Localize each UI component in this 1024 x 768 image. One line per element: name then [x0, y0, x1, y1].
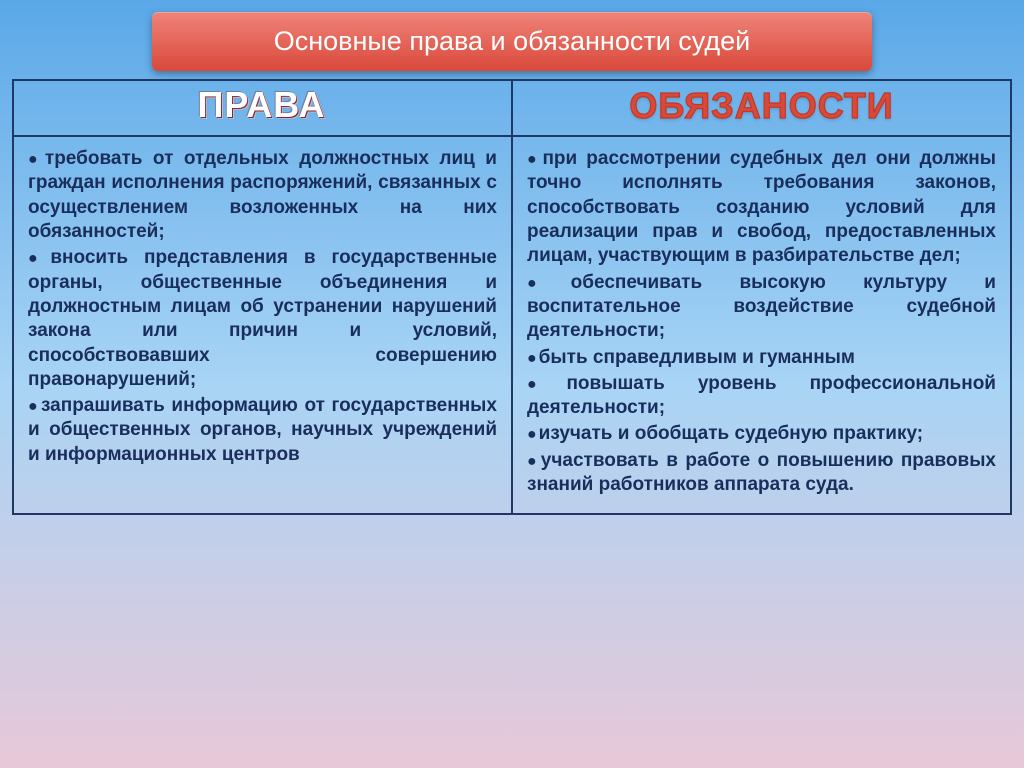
- list-item: запрашивать информацию от государственны…: [28, 394, 497, 467]
- title-banner: Основные права и обязанности судей: [152, 12, 872, 71]
- list-item: вносить представления в государственные …: [28, 246, 497, 392]
- column-header-right-cell: Обязаности: [512, 80, 1011, 136]
- duties-list: при рассмотрении судебных дел они должны…: [527, 147, 996, 497]
- column-header-left-cell: Права: [13, 80, 512, 136]
- list-item: обеспечивать высокую культуру и воспитат…: [527, 271, 996, 344]
- title-text: Основные права и обязанности судей: [172, 26, 852, 57]
- column-header-left: Права: [24, 85, 501, 127]
- list-item: повышать уровень профессиональной деятел…: [527, 372, 996, 421]
- list-item: при рассмотрении судебных дел они должны…: [527, 147, 996, 269]
- list-item: быть справедливым и гуманным: [527, 346, 996, 370]
- table-body-row: требовать от отдельных должностных лиц и…: [13, 136, 1011, 514]
- list-item: изучать и обобщать судебную практику;: [527, 422, 996, 446]
- left-content-cell: требовать от отдельных должностных лиц и…: [13, 136, 512, 514]
- list-item: участвовать в работе о повышению правовы…: [527, 449, 996, 498]
- column-header-right: Обязаности: [523, 85, 1000, 127]
- table-header-row: Права Обязаности: [13, 80, 1011, 136]
- right-content-cell: при рассмотрении судебных дел они должны…: [512, 136, 1011, 514]
- list-item: требовать от отдельных должностных лиц и…: [28, 147, 497, 244]
- comparison-table: Права Обязаности требовать от отдельных …: [12, 79, 1012, 515]
- rights-list: требовать от отдельных должностных лиц и…: [28, 147, 497, 467]
